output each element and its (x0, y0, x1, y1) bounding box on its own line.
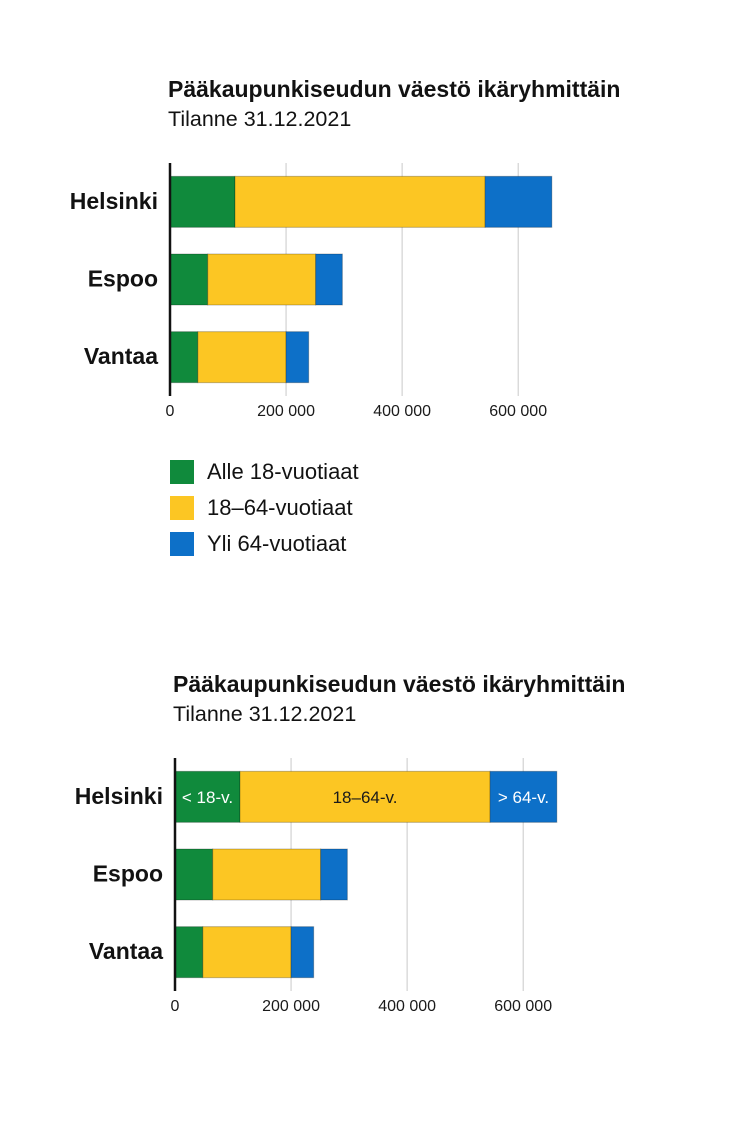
legend-item-over-64: Yli 64-vuotiaat (170, 532, 359, 556)
x-tick-label: 600 000 (494, 998, 552, 1015)
bar-segment-helsinki-2 (234, 175, 486, 228)
chart-subtitle: Tilanne 31.12.2021 (173, 702, 357, 726)
legend-label: 18–64-vuotiaat (207, 495, 353, 520)
bar-segment-label: 18–64-v. (333, 788, 398, 807)
x-tick-label: 0 (166, 403, 175, 420)
bar-segment-espoo-1 (174, 848, 214, 901)
bar-segment-helsinki-3 (489, 770, 558, 823)
category-label-espoo: Espoo (93, 861, 163, 887)
stacked-bar-plot: 0 200 000 400 000 600 000 Helsinki Espoo Vanta… (70, 163, 553, 420)
bar-segment-vantaa-3 (285, 331, 310, 384)
bar-segment-vantaa-2 (202, 926, 292, 979)
chart-with-inbar-labels: Pääkaupunkiseudun väestö ikäryhmittäin T… (5, 595, 626, 1025)
category-label-helsinki: Helsinki (75, 783, 163, 809)
legend-item-under-18: Alle 18-vuotiaat (170, 460, 359, 484)
chart-with-legend: Pääkaupunkiseudun väestö ikäryhmittäin T… (0, 0, 620, 570)
bar-segment-espoo-2 (207, 253, 317, 306)
legend-item-18-64: 18–64-vuotiaat (170, 496, 359, 520)
x-tick-label: 200 000 (257, 403, 315, 420)
bar-segment-helsinki-3 (484, 175, 553, 228)
legend-swatch-yellow (170, 496, 194, 520)
bar-segment-espoo-1 (169, 253, 209, 306)
bar-segment-espoo-3 (315, 253, 343, 306)
category-label-helsinki: Helsinki (70, 188, 158, 214)
legend: Alle 18-vuotiaat 18–64-vuotiaat Yli 64-v… (170, 460, 359, 568)
bar-segment-vantaa-2 (197, 331, 287, 384)
legend-swatch-blue (170, 532, 194, 556)
chart-title: Pääkaupunkiseudun väestö ikäryhmittäin (168, 76, 621, 102)
bar-segment-espoo-3 (320, 848, 348, 901)
x-tick-label: 200 000 (262, 998, 320, 1015)
chart-subtitle: Tilanne 31.12.2021 (168, 107, 352, 131)
x-tick-label: 0 (171, 998, 180, 1015)
legend-swatch-green (170, 460, 194, 484)
bar-segment-espoo-2 (212, 848, 322, 901)
bar-segment-label: > 64-v. (498, 788, 549, 807)
legend-label: Yli 64-vuotiaat (207, 531, 347, 556)
legend-label: Alle 18-vuotiaat (207, 459, 359, 484)
bar-segment-label: < 18-v. (182, 788, 233, 807)
category-label-vantaa: Vantaa (89, 938, 163, 964)
bar-segment-vantaa-1 (174, 926, 204, 979)
x-tick-label: 400 000 (378, 998, 436, 1015)
stacked-bar-plot: 0 200 000 400 000 600 000 Helsinki Espoo Vanta… (75, 758, 558, 1015)
x-tick-label: 600 000 (489, 403, 547, 420)
bar-segment-helsinki-1 (169, 175, 236, 228)
category-label-espoo: Espoo (88, 266, 158, 292)
category-label-vantaa: Vantaa (84, 343, 158, 369)
bar-segment-helsinki-2 (239, 770, 491, 823)
chart-title: Pääkaupunkiseudun väestö ikäryhmittäin (173, 671, 626, 697)
x-tick-label: 400 000 (373, 403, 431, 420)
bar-segment-vantaa-1 (169, 331, 199, 384)
bar-segment-vantaa-3 (290, 926, 315, 979)
